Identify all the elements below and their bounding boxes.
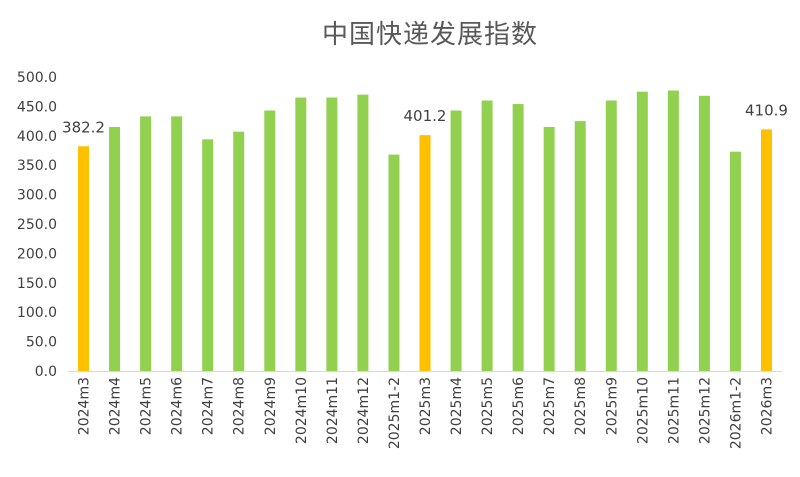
y-tick-label: 150.0 — [17, 276, 57, 292]
y-tick-label: 50.0 — [26, 335, 57, 351]
bar — [264, 110, 276, 372]
x-tick-label: 2024m4 — [108, 377, 124, 435]
x-tick-label: 2024m7 — [201, 377, 217, 435]
bar-highlighted — [419, 135, 431, 371]
y-tick-label: 100.0 — [17, 305, 57, 321]
bar — [357, 94, 369, 371]
data-label: 410.9 — [745, 101, 788, 119]
x-tick-label: 2025m1-2 — [387, 377, 403, 449]
y-tick-label: 0.0 — [35, 364, 57, 380]
y-tick-label: 250.0 — [17, 217, 57, 233]
x-tick-label: 2024m8 — [232, 377, 248, 435]
x-tick-label: 2026m1-2 — [728, 377, 744, 449]
data-label: 401.2 — [404, 107, 447, 125]
bar — [574, 121, 586, 371]
bar — [636, 91, 648, 371]
bar — [140, 116, 152, 372]
bar — [605, 100, 617, 372]
x-tick-label: 2025m4 — [449, 377, 465, 435]
x-tick-label: 2024m11 — [325, 377, 341, 444]
x-tick-label: 2025m7 — [542, 377, 558, 435]
bar — [202, 139, 214, 371]
chart-title: 中国快递发展指数 — [321, 20, 538, 50]
bar — [698, 95, 710, 371]
x-tick-label: 2025m12 — [697, 377, 713, 444]
bar — [295, 97, 307, 371]
x-tick-label: 2025m5 — [480, 377, 496, 435]
bar — [543, 126, 555, 371]
bar-highlighted — [78, 146, 90, 371]
x-tick-label: 2026m3 — [759, 377, 775, 435]
x-tick-label: 2025m8 — [573, 377, 589, 435]
bar — [729, 151, 741, 371]
x-tick-label: 2025m11 — [666, 377, 682, 444]
y-tick-label: 500.0 — [17, 70, 57, 86]
bar — [109, 126, 121, 371]
x-tick-label: 2025m10 — [635, 377, 651, 444]
data-label: 382.2 — [62, 118, 105, 136]
x-tick-label: 2024m10 — [294, 377, 310, 444]
bar — [512, 104, 524, 371]
y-tick-label: 300.0 — [17, 188, 57, 204]
bar-highlighted — [760, 129, 772, 371]
bar — [481, 100, 493, 372]
x-tick-label: 2024m12 — [356, 377, 372, 444]
x-tick-label: 2024m6 — [170, 377, 186, 435]
y-tick-label: 200.0 — [17, 246, 57, 262]
bar — [326, 97, 338, 371]
x-tick-label: 2024m5 — [139, 377, 155, 435]
y-tick-label: 400.0 — [17, 129, 57, 145]
x-tick-label: 2024m3 — [77, 377, 93, 435]
x-tick-label: 2025m3 — [418, 377, 434, 435]
bar — [388, 154, 400, 371]
x-tick-label: 2025m9 — [604, 377, 620, 435]
bar — [450, 110, 462, 372]
y-tick-label: 350.0 — [17, 158, 57, 174]
bar — [233, 131, 245, 371]
x-tick-label: 2025m6 — [511, 377, 527, 435]
bar — [667, 90, 679, 372]
y-tick-label: 450.0 — [17, 99, 57, 115]
bar — [171, 116, 183, 372]
x-tick-label: 2024m9 — [263, 377, 279, 435]
